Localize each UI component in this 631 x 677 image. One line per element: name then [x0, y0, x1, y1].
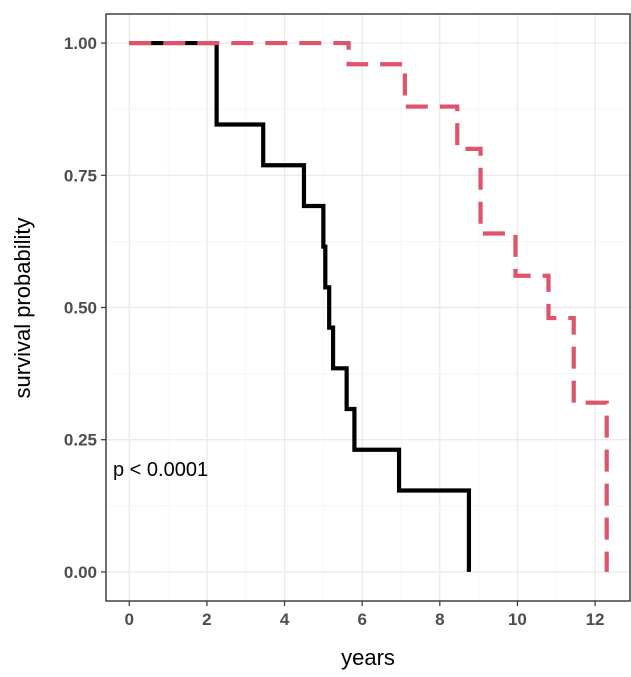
grid-lines	[106, 14, 630, 601]
p-value-annotation: p < 0.0001	[113, 459, 208, 481]
x-tick-label: 0	[125, 610, 134, 629]
x-tick-label: 2	[202, 610, 211, 629]
y-tick-label: 0.25	[64, 431, 97, 450]
x-tick-label: 8	[435, 610, 444, 629]
y-tick-label: 0.00	[64, 563, 97, 582]
survival-curve-dashed	[129, 40, 609, 572]
axis-ticks: 0 2 4 6 8 10 12 0.00 0.25 0.50 0.75 1.00	[64, 34, 605, 629]
y-axis-title: survival probability	[10, 218, 35, 399]
x-tick-label: 4	[280, 610, 290, 629]
survival-curve-solid	[129, 40, 472, 572]
x-tick-label: 10	[508, 610, 527, 629]
y-tick-label: 0.75	[64, 166, 97, 185]
x-tick-label: 6	[357, 610, 366, 629]
y-tick-label: 1.00	[64, 34, 97, 53]
x-tick-label: 12	[586, 610, 605, 629]
y-tick-label: 0.50	[64, 299, 97, 318]
x-axis-title: years	[341, 645, 395, 670]
survival-curves	[129, 40, 609, 572]
